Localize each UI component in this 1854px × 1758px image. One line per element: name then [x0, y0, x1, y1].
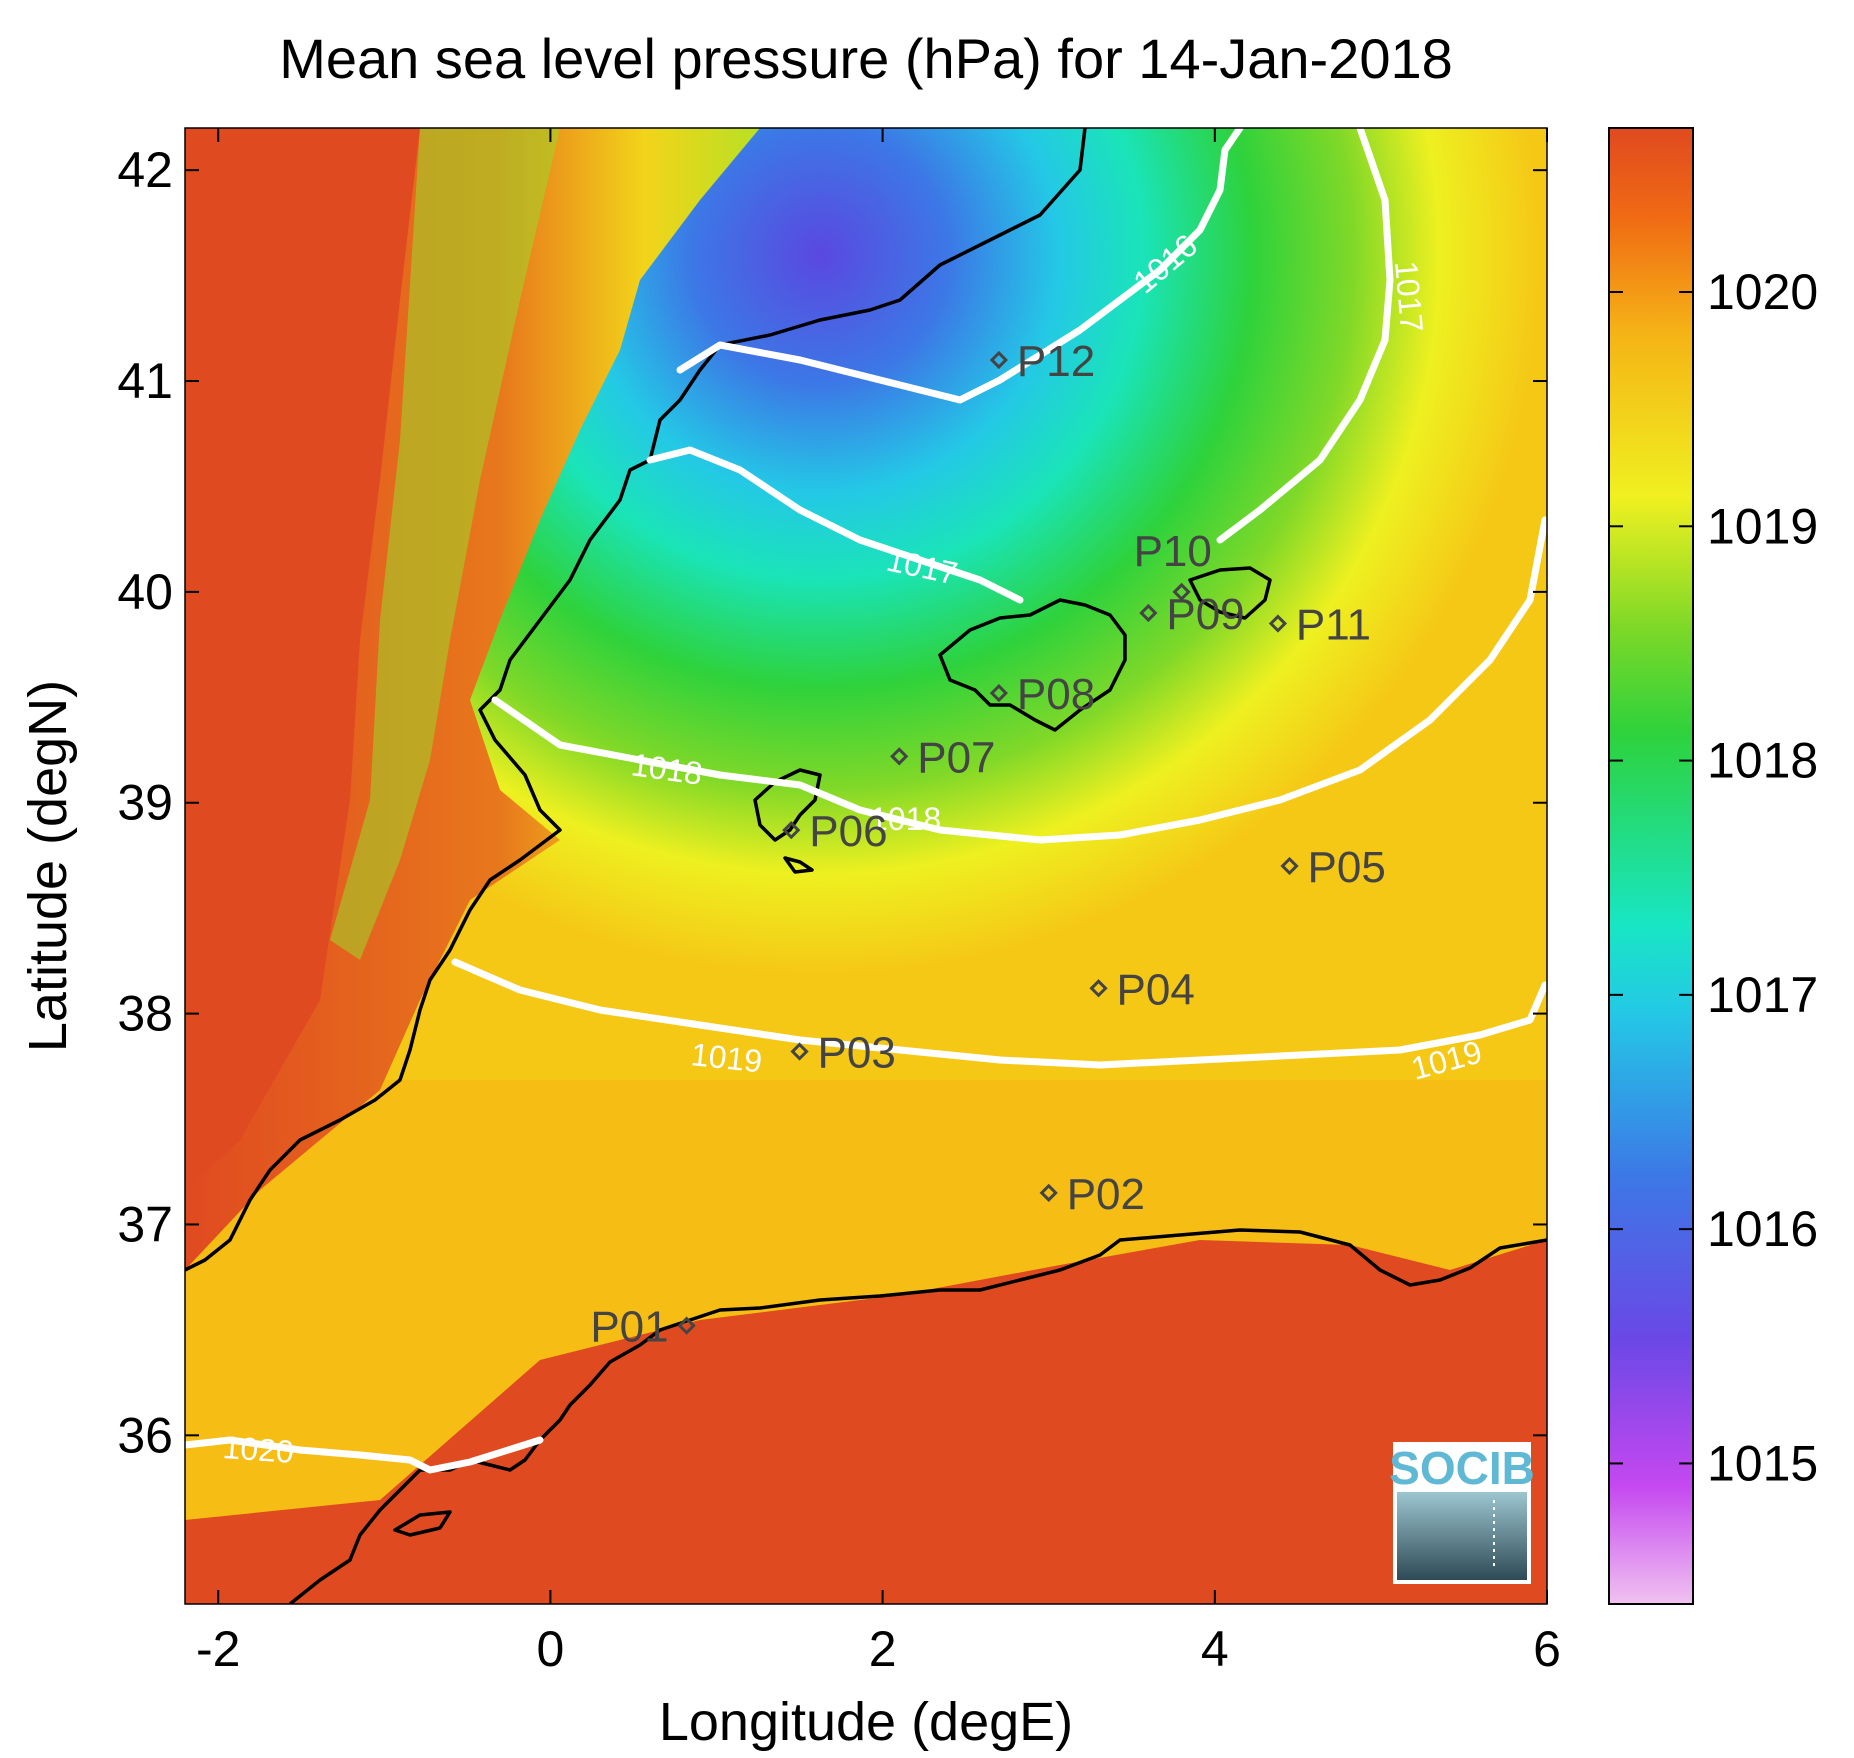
x-tick-label: -2	[196, 1621, 240, 1677]
contour-label: 1020	[222, 1429, 296, 1470]
y-tick-label: 39	[117, 775, 173, 831]
station-p05: P05	[1280, 843, 1386, 892]
station-p12: P12	[989, 337, 1095, 386]
station-marker	[989, 683, 1009, 703]
station-label: P08	[1017, 670, 1095, 719]
station-label: P03	[818, 1029, 896, 1078]
y-tick-label: 37	[117, 1196, 173, 1252]
station-p02: P02	[1039, 1170, 1145, 1219]
station-marker	[1172, 582, 1191, 602]
colorbar-tick-label: 1015	[1707, 1435, 1818, 1491]
y-tick-label: 40	[117, 564, 173, 620]
x-tick-label: 2	[869, 1621, 897, 1677]
station-label: P04	[1117, 965, 1195, 1014]
station-marker	[677, 1316, 696, 1335]
station-marker	[890, 747, 909, 766]
y-tick-label: 42	[117, 142, 173, 198]
station-label: P07	[917, 733, 995, 782]
station-marker	[1039, 1183, 1058, 1202]
x-tick-label: 4	[1201, 1621, 1229, 1677]
colorbar-tick-label: 1018	[1707, 733, 1818, 789]
x-tick-label: 0	[537, 1621, 565, 1677]
station-marker	[1268, 614, 1288, 633]
island-menorca	[1188, 566, 1272, 620]
station-p11: P11	[1268, 601, 1371, 650]
station-p01: P01	[590, 1303, 696, 1352]
map-frame	[184, 127, 1548, 1605]
station-marker	[1089, 979, 1108, 998]
station-p08: P08	[989, 670, 1095, 719]
station-label: P12	[1017, 337, 1095, 386]
station-p03: P03	[790, 1029, 896, 1078]
station-label: P06	[809, 807, 887, 856]
station-label: P05	[1308, 843, 1386, 892]
station-marker	[1280, 856, 1299, 876]
contour-label: 1018	[870, 801, 941, 837]
contour-label: 1017	[1388, 259, 1430, 333]
logo-text: SOCIB	[1389, 1442, 1535, 1494]
station-marker	[989, 350, 1009, 370]
station-marker	[790, 1042, 809, 1061]
x-tick-label: 6	[1533, 1621, 1561, 1677]
station-label: P01	[590, 1303, 668, 1352]
island-formentera	[783, 856, 814, 874]
station-p10: P10	[1134, 527, 1212, 602]
colorbar-tick-label: 1017	[1707, 967, 1818, 1023]
island-ibiza	[753, 768, 822, 842]
island-alboran	[393, 1510, 452, 1537]
colorbar: 1015 1016 1017 1018 1019 1020	[1608, 127, 1818, 1605]
station-marker	[1139, 603, 1158, 623]
y-axis: 36 37 38 39 40 41 42	[117, 142, 1547, 1463]
colorbar-scale	[1608, 127, 1694, 1605]
contour-label: 1019	[689, 1036, 764, 1079]
x-axis: -2 0 2 4 6	[196, 128, 1561, 1677]
colorbar-tick-label: 1020	[1707, 264, 1818, 320]
pressure-contours	[185, 128, 1547, 1474]
map-title: Mean sea level pressure (hPa) for 14-Jan…	[279, 27, 1453, 90]
station-marker	[782, 821, 801, 840]
island-mallorca	[938, 598, 1127, 732]
colorbar-ticks: 1015 1016 1017 1018 1019 1020	[1609, 264, 1818, 1491]
y-tick-label: 36	[117, 1407, 173, 1463]
station-p04: P04	[1089, 965, 1195, 1014]
station-label: P11	[1296, 601, 1371, 650]
station-label: P02	[1067, 1170, 1145, 1219]
station-p06: P06	[782, 807, 888, 856]
y-axis-title: Latitude (degN)	[18, 680, 78, 1052]
x-axis-title: Longitude (degE)	[659, 1692, 1073, 1752]
balearic-islands	[393, 566, 1272, 1537]
colorbar-tick-label: 1016	[1707, 1201, 1818, 1257]
y-tick-label: 38	[117, 986, 173, 1042]
colorbar-tick-label: 1019	[1707, 498, 1818, 554]
station-p07: P07	[890, 733, 996, 782]
y-tick-label: 41	[117, 353, 173, 409]
station-label: P10	[1134, 527, 1212, 576]
socib-logo: SOCIB	[1389, 1442, 1535, 1584]
